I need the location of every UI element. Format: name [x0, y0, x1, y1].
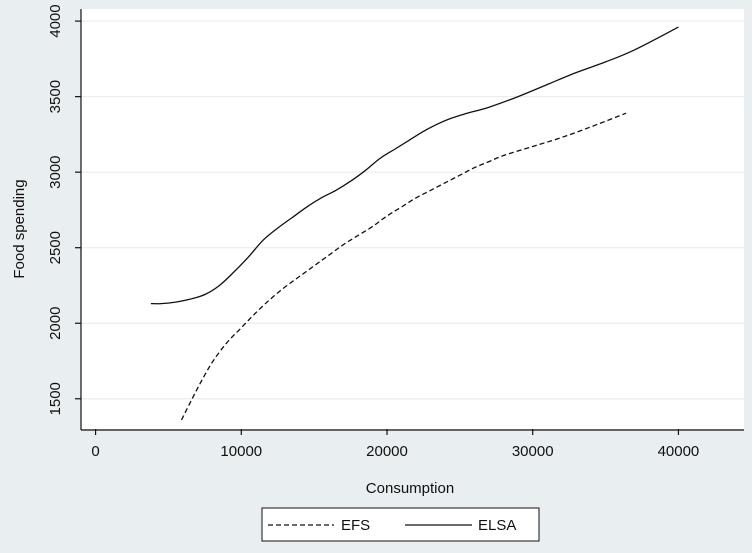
x-axis: 0 10000 20000 30000 40000 [81, 429, 744, 460]
x-tick-label-10000: 10000 [220, 443, 262, 460]
y-axis-title: Food spending [11, 179, 28, 278]
y-tick-label-3000: 3000 [47, 155, 64, 188]
series-layer [150, 26, 679, 421]
y-tick-label-2500: 2500 [47, 231, 64, 264]
y-tick-label-2000: 2000 [47, 307, 64, 340]
y-tick-label-3500: 3500 [47, 80, 64, 113]
x-tick-label-20000: 20000 [366, 443, 408, 460]
legend-box [261, 507, 540, 542]
series-line-elsa [150, 26, 679, 305]
x-tick-label-30000: 30000 [512, 443, 554, 460]
x-tick-label-0: 0 [91, 443, 99, 460]
legend-label-elsa: ELSA [478, 517, 516, 534]
legend-label-efs: EFS [341, 517, 370, 534]
gridlines [81, 20, 744, 400]
y-tick-label-1500: 1500 [47, 382, 64, 415]
y-tick-label-4000: 4000 [47, 4, 64, 37]
legend: EFS ELSA [261, 507, 540, 542]
y-axis: 1500 2000 2500 3000 3500 4000 [47, 4, 82, 430]
plot-area [81, 9, 744, 429]
x-axis-title: Consumption [366, 480, 454, 497]
series-line-efs [180, 112, 627, 421]
x-tick-label-40000: 40000 [658, 443, 700, 460]
